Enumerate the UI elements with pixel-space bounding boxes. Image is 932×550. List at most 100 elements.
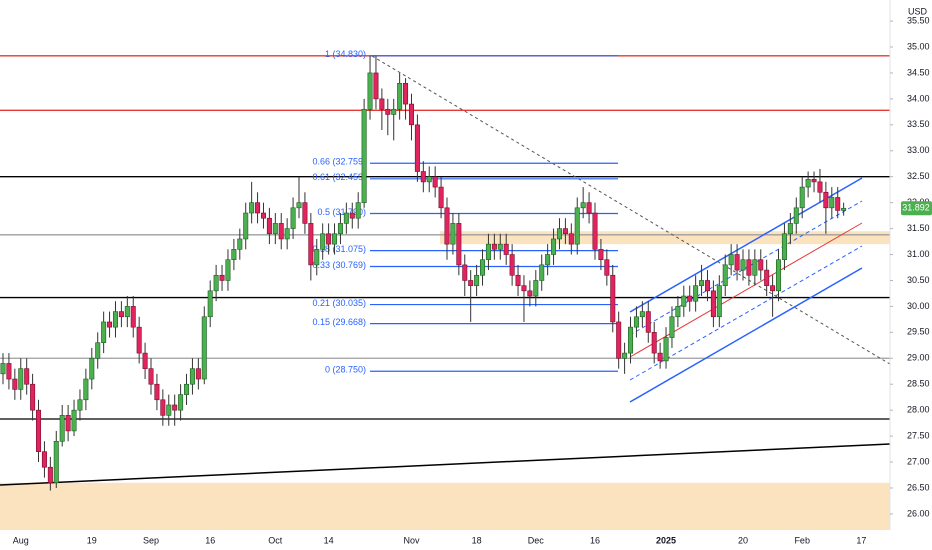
candle-body [213, 274, 219, 292]
last-price-tag [901, 201, 932, 216]
candle-body [633, 316, 639, 328]
zone [0, 482, 890, 530]
x-tick-label: 19 [87, 535, 97, 545]
candle-body [290, 207, 296, 229]
candle-body [545, 254, 551, 266]
y-tick-label: 26.00 [907, 508, 930, 518]
candle-body [450, 223, 456, 245]
candle-body [260, 212, 266, 219]
candle-body [166, 404, 172, 416]
y-tick-label: 29.50 [907, 327, 930, 337]
candle-body [0, 363, 6, 375]
y-tick-label: 28.50 [907, 379, 930, 389]
y-tick-label: 31.00 [907, 249, 930, 259]
candle-body [734, 254, 740, 271]
candle-body [497, 243, 503, 250]
y-tick-label: 34.50 [907, 67, 930, 77]
candle-body [284, 228, 290, 240]
candle-body [112, 311, 118, 328]
candle-body [12, 378, 18, 390]
candle-body [237, 238, 243, 250]
x-tick-label: Nov [403, 535, 420, 545]
x-tick-label: 16 [205, 535, 215, 545]
candle-body [47, 466, 53, 484]
candle-body [628, 326, 634, 354]
candle-body [740, 259, 746, 271]
candle-body [722, 264, 728, 286]
candle-body [266, 217, 272, 235]
candle-body [349, 212, 355, 219]
candle-body [361, 108, 367, 203]
candle-body [379, 98, 385, 110]
y-tick-label: 33.50 [907, 119, 930, 129]
candle-body [799, 186, 805, 209]
x-tick-label: Sep [143, 535, 159, 545]
candle-body [562, 228, 568, 235]
candle-body [539, 264, 545, 281]
candle-body [124, 306, 130, 318]
candle-body [829, 197, 835, 209]
candle-body [59, 415, 65, 442]
y-tick-label: 30.50 [907, 275, 930, 285]
candle-body [391, 108, 397, 115]
y-tick-label: 28.00 [907, 405, 930, 415]
candle-body [397, 83, 403, 110]
candle-body [823, 191, 829, 209]
candle-body [178, 394, 184, 411]
candle-body [95, 342, 101, 359]
candle-body [231, 249, 237, 261]
y-tick-label: 27.50 [907, 430, 930, 440]
candle-body [793, 207, 799, 224]
y-tick-label: 35.00 [907, 41, 930, 51]
candle-body [444, 207, 450, 245]
candle-body [355, 202, 361, 219]
candle-body [89, 357, 95, 380]
candle-body [639, 311, 645, 318]
candle-body [515, 274, 521, 286]
channel-quarter [629, 200, 863, 336]
x-tick-label: Feb [794, 535, 810, 545]
y-tick-label: 32.50 [907, 171, 930, 181]
y-tick-label: 35.50 [907, 15, 930, 25]
candle-body [201, 316, 207, 380]
zone [440, 231, 890, 245]
candle-body [302, 202, 308, 224]
candle-body [474, 274, 480, 286]
x-tick-label: 14 [324, 535, 334, 545]
candle-body [468, 280, 474, 286]
candle-body [160, 399, 166, 416]
candle-body [24, 368, 30, 385]
candle-body [770, 285, 776, 292]
fib-label: 0.33 (30.769) [312, 260, 366, 270]
candle-body [704, 280, 710, 292]
candle-body [651, 332, 657, 354]
candle-body [367, 72, 373, 110]
candle-body [426, 176, 432, 183]
x-tick-label: 2025 [656, 535, 676, 545]
candle-body [835, 197, 841, 211]
candle-body [438, 186, 444, 209]
candle-body [480, 259, 486, 276]
candle-body [817, 181, 823, 193]
candle-body [811, 178, 817, 183]
x-tick-label: 17 [856, 535, 866, 545]
fib-label: 0.38 (31.075) [312, 244, 366, 254]
candle-body [219, 274, 225, 281]
candle-body [533, 280, 539, 297]
candle-body [509, 254, 515, 276]
candle-body [414, 124, 420, 172]
y-tick-label: 33.00 [907, 145, 930, 155]
candle-body [841, 207, 847, 211]
price-axis [890, 0, 932, 550]
candle-body [610, 274, 616, 323]
candle-body [225, 259, 231, 281]
fib-label: 0.15 (29.668) [312, 317, 366, 327]
candle-body [172, 404, 178, 411]
candle-body [657, 352, 663, 362]
candle-body [728, 254, 734, 266]
x-tick-label: 20 [738, 535, 748, 545]
channel-mid [629, 222, 863, 358]
candle-body [752, 259, 758, 276]
candle-body [586, 202, 592, 214]
candle-body [568, 233, 574, 245]
